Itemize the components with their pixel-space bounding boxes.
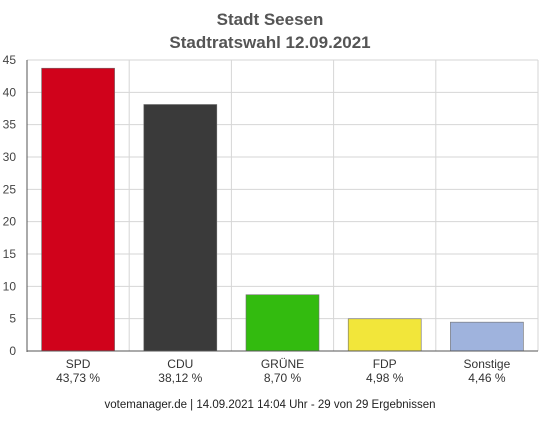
chart-title: Stadt Seesen: [217, 10, 324, 29]
bar-grüne: [245, 294, 320, 352]
bars: [41, 67, 524, 352]
axes: 0 5 10 15 20 25 30 35 40 45: [3, 53, 538, 358]
y-tick-label: 0: [9, 344, 16, 358]
value-label: 38,12 %: [158, 371, 202, 385]
y-tick-label: 25: [3, 182, 17, 196]
y-tick-label: 15: [3, 247, 17, 261]
bar-spd: [41, 67, 115, 352]
category-label: CDU: [167, 357, 193, 371]
category-label: FDP: [373, 357, 397, 371]
bar-cdu: [143, 104, 218, 352]
y-tick-label: 35: [3, 118, 17, 132]
category-label: Sonstige: [464, 357, 511, 371]
category-label: GRÜNE: [261, 357, 304, 371]
y-tick-label: 10: [3, 279, 17, 293]
y-tick-label: 45: [3, 53, 17, 67]
bar-sonstige: [450, 321, 524, 352]
y-tick-label: 20: [3, 215, 17, 229]
footer-text: votemanager.de | 14.09.2021 14:04 Uhr - …: [105, 399, 436, 411]
category-label: SPD: [66, 357, 91, 371]
value-label: 4,98 %: [366, 371, 404, 385]
chart-subtitle: Stadtratswahl 12.09.2021: [169, 33, 370, 52]
y-tick-label: 40: [3, 85, 17, 99]
value-label: 43,73 %: [56, 371, 100, 385]
bar-fdp: [347, 318, 422, 352]
y-tick-label: 30: [3, 150, 17, 164]
y-tick-label: 5: [9, 312, 16, 326]
value-label: 4,46 %: [468, 371, 506, 385]
value-label: 8,70 %: [264, 371, 302, 385]
